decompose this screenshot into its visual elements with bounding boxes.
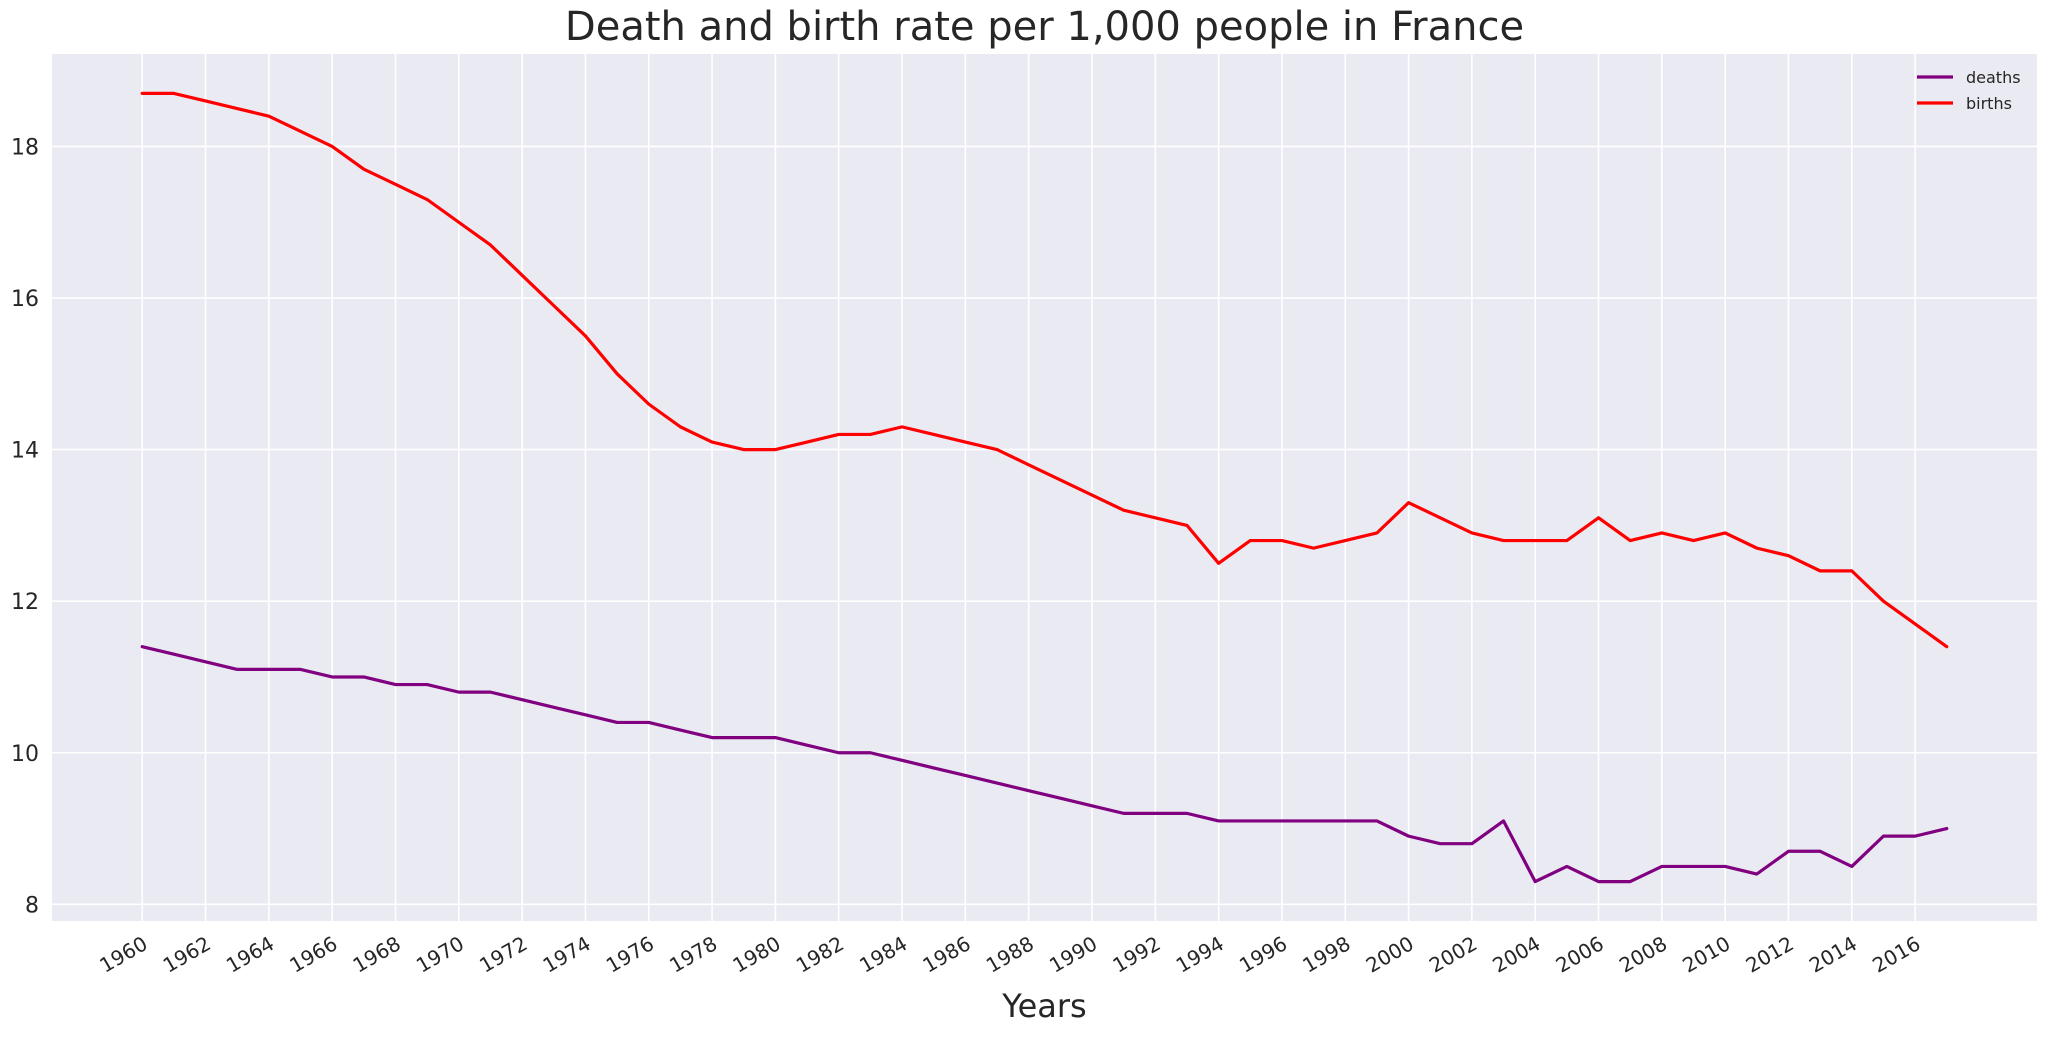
x-tick-label: 1994 bbox=[1172, 931, 1228, 977]
x-tick-label: 1972 bbox=[475, 931, 531, 977]
x-tick-label: 1988 bbox=[982, 931, 1038, 977]
x-tick-label: 1966 bbox=[285, 931, 341, 977]
legend-label-births: births bbox=[1966, 94, 2012, 113]
x-tick-label: 1970 bbox=[412, 931, 468, 977]
x-axis-label: Years bbox=[1001, 987, 1086, 1025]
x-axis-ticks: 1960 1962 1964 1966 1968 1970 1972 1974 1976 1978… bbox=[95, 931, 1924, 977]
x-tick-label: 2004 bbox=[1488, 931, 1544, 977]
x-tick-label: 1984 bbox=[855, 931, 911, 977]
x-tick-label: 1978 bbox=[665, 931, 721, 977]
x-tick-label: 1992 bbox=[1108, 931, 1164, 977]
x-tick-label: 1996 bbox=[1235, 931, 1291, 977]
y-tick-label: 14 bbox=[11, 439, 39, 464]
series-line-deaths bbox=[140, 645, 1949, 884]
y-tick-label: 12 bbox=[11, 590, 39, 615]
x-tick-label: 1986 bbox=[919, 931, 975, 977]
x-tick-label: 2002 bbox=[1425, 931, 1481, 977]
y-axis-ticks: 8 10 12 14 16 18 bbox=[11, 135, 39, 918]
series-line-births bbox=[140, 91, 1949, 649]
legend-label-deaths: deaths bbox=[1966, 68, 2021, 87]
y-tick-label: 10 bbox=[11, 742, 39, 767]
chart-title: Death and birth rate per 1,000 people in… bbox=[565, 4, 1524, 50]
x-tick-label: 1998 bbox=[1298, 931, 1354, 977]
plot-area bbox=[52, 54, 2037, 921]
x-tick-label: 2008 bbox=[1615, 931, 1671, 977]
x-tick-label: 1968 bbox=[349, 931, 405, 977]
x-tick-label: 1990 bbox=[1045, 931, 1101, 977]
y-tick-label: 16 bbox=[11, 287, 39, 312]
x-tick-label: 2006 bbox=[1552, 931, 1608, 977]
x-tick-label: 2014 bbox=[1805, 931, 1861, 977]
x-tick-label: 2016 bbox=[1868, 931, 1924, 977]
y-tick-label: 8 bbox=[25, 893, 39, 918]
x-tick-label: 1982 bbox=[792, 931, 848, 977]
x-tick-label: 2012 bbox=[1742, 931, 1798, 977]
x-tick-label: 1980 bbox=[729, 931, 785, 977]
legend: deaths births bbox=[1917, 68, 2021, 113]
y-tick-label: 18 bbox=[11, 135, 39, 160]
x-tick-label: 2010 bbox=[1678, 931, 1734, 977]
x-tick-label: 1960 bbox=[95, 931, 151, 977]
x-tick-label: 2000 bbox=[1362, 931, 1418, 977]
series-layer bbox=[140, 91, 1949, 884]
x-tick-label: 1974 bbox=[539, 931, 595, 977]
x-tick-label: 1976 bbox=[602, 931, 658, 977]
x-tick-label: 1962 bbox=[159, 931, 215, 977]
x-tick-label: 1964 bbox=[222, 931, 278, 977]
